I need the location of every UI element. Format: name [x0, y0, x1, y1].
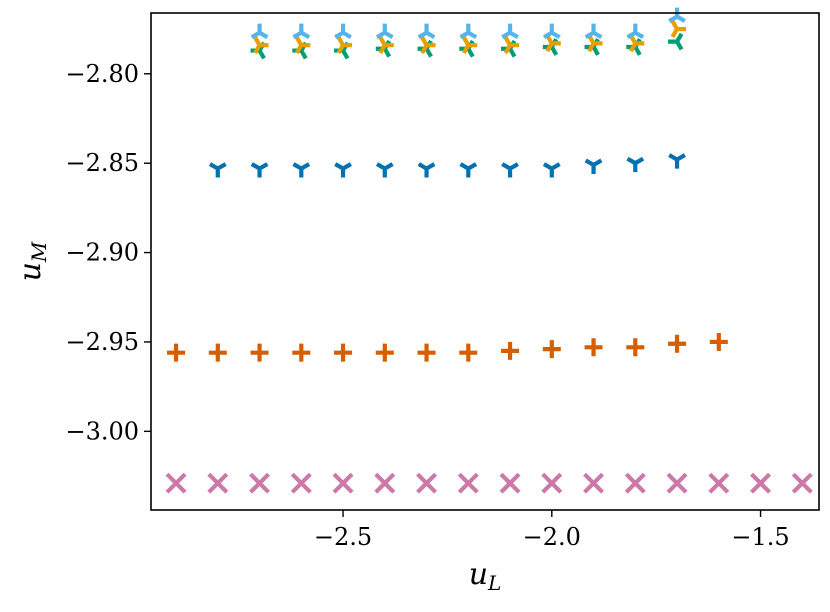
y-tick-label: −2.90: [65, 239, 139, 267]
data-point: [294, 36, 311, 55]
data-point: [165, 472, 187, 494]
data-point: [417, 162, 436, 178]
data-point: [336, 36, 353, 55]
data-point: [378, 36, 394, 55]
data-point: [542, 340, 561, 359]
data-point: [668, 153, 686, 169]
data-point: [459, 343, 478, 362]
data-point: [501, 162, 519, 178]
y-axis-label: uM: [13, 241, 51, 281]
data-point: [670, 20, 687, 38]
data-point: [208, 343, 227, 362]
data-point: [417, 23, 436, 39]
data-point: [292, 343, 311, 362]
data-point: [501, 23, 519, 39]
data-point: [250, 343, 269, 362]
data-point: [250, 23, 269, 39]
x-tick-label: −2.0: [523, 523, 581, 551]
data-point: [503, 36, 520, 55]
data-point: [584, 158, 603, 174]
y-tick-label: −2.85: [65, 149, 139, 177]
data-point: [626, 338, 645, 357]
y-axis-label-sub: M: [27, 241, 51, 263]
x-axis-label: uL: [469, 557, 502, 595]
data-point: [584, 23, 603, 39]
data-point: [541, 472, 563, 494]
data-point: [668, 7, 686, 23]
data-point: [374, 472, 396, 494]
data-point: [334, 162, 352, 178]
data-point: [709, 332, 728, 351]
data-point: [290, 472, 312, 494]
data-point: [666, 472, 688, 494]
data-point: [334, 343, 353, 362]
data-point: [167, 343, 186, 362]
data-point: [292, 162, 311, 178]
data-point: [332, 472, 354, 494]
data-point: [750, 472, 772, 494]
x-axis-label-sub: L: [487, 571, 501, 595]
data-point: [334, 23, 352, 39]
data-point: [420, 36, 436, 55]
series-plus: [167, 332, 728, 362]
data-point: [584, 338, 603, 357]
data-point: [459, 23, 478, 39]
x-axis: −2.5 −2.0 −1.5: [314, 510, 790, 551]
data-point: [416, 472, 438, 494]
y-tick-label: −3.00: [65, 417, 139, 445]
data-point: [208, 162, 227, 178]
chart-marks: [165, 7, 813, 494]
data-point: [542, 162, 561, 178]
data-point: [626, 156, 645, 173]
series-x: [165, 472, 813, 494]
data-point: [375, 162, 394, 178]
data-point: [207, 472, 229, 494]
data-point: [624, 472, 646, 494]
series-tri_up: [250, 7, 686, 39]
data-point: [375, 343, 394, 362]
data-point: [459, 162, 478, 178]
y-axis: −2.80 −2.85 −2.90 −2.95 −3.00: [65, 60, 151, 445]
series-tri_down: [208, 153, 686, 178]
data-point: [501, 341, 520, 360]
x-tick-label: −2.5: [314, 523, 372, 551]
data-point: [708, 472, 730, 494]
y-axis-label-main: u: [13, 262, 48, 281]
data-point: [375, 23, 394, 39]
data-point: [583, 472, 605, 494]
data-point: [542, 23, 561, 39]
data-point: [668, 32, 684, 51]
data-point: [499, 472, 521, 494]
data-point: [461, 36, 478, 55]
data-point: [417, 343, 436, 362]
y-tick-label: −2.95: [65, 328, 139, 356]
data-point: [457, 472, 479, 494]
data-point: [253, 36, 269, 55]
data-point: [626, 23, 645, 39]
series-tri_right: [253, 20, 687, 55]
x-tick-label: −1.5: [731, 523, 789, 551]
x-axis-label-main: u: [469, 557, 488, 592]
data-point: [668, 334, 687, 353]
y-tick-label: −2.80: [65, 60, 139, 88]
data-point: [791, 472, 813, 494]
data-point: [249, 472, 271, 494]
data-point: [250, 162, 269, 178]
axes-frame: [150, 12, 820, 511]
data-point: [292, 23, 311, 39]
